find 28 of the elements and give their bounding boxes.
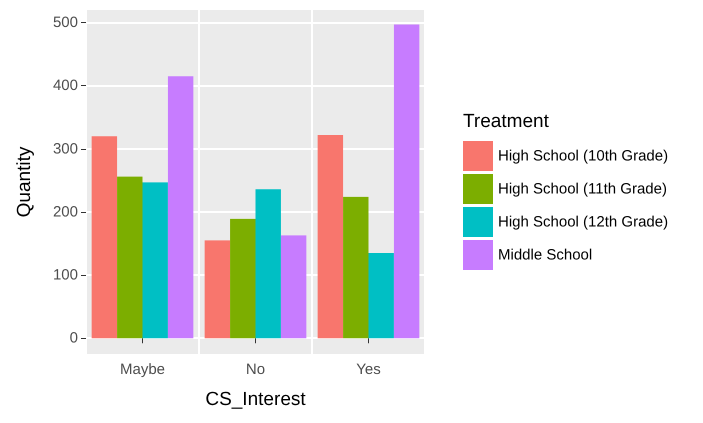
bar bbox=[394, 24, 420, 338]
bar bbox=[204, 240, 230, 338]
y-tick-label: 100 bbox=[52, 266, 78, 284]
legend-label: Middle School bbox=[498, 246, 592, 264]
bar bbox=[318, 134, 344, 338]
x-tick-label: Maybe bbox=[120, 361, 166, 378]
x-tick-label: Yes bbox=[356, 361, 381, 378]
bar bbox=[343, 196, 368, 338]
bar bbox=[142, 182, 168, 338]
y-tick-label: 400 bbox=[52, 77, 78, 94]
bar bbox=[280, 235, 306, 338]
bar bbox=[230, 218, 256, 338]
y-axis-title: Quantity bbox=[14, 146, 35, 218]
y-tick-label: 300 bbox=[52, 140, 78, 158]
bar bbox=[368, 253, 394, 338]
y-tick-label: 0 bbox=[70, 330, 78, 347]
bar bbox=[117, 176, 142, 338]
bar bbox=[256, 189, 281, 338]
bar bbox=[168, 76, 194, 338]
y-tick-label: 500 bbox=[52, 14, 78, 32]
legend-label: High School (10th Grade) bbox=[498, 148, 668, 164]
legend-label: High School (11th Grade) bbox=[498, 180, 667, 198]
bar bbox=[92, 136, 118, 338]
legend-title: Treatment bbox=[463, 111, 550, 132]
x-axis-title: CS_Interest bbox=[205, 389, 306, 410]
y-tick-label: 200 bbox=[52, 203, 78, 220]
legend-label: High School (12th Grade) bbox=[498, 214, 668, 230]
x-tick-label: No bbox=[246, 361, 266, 378]
